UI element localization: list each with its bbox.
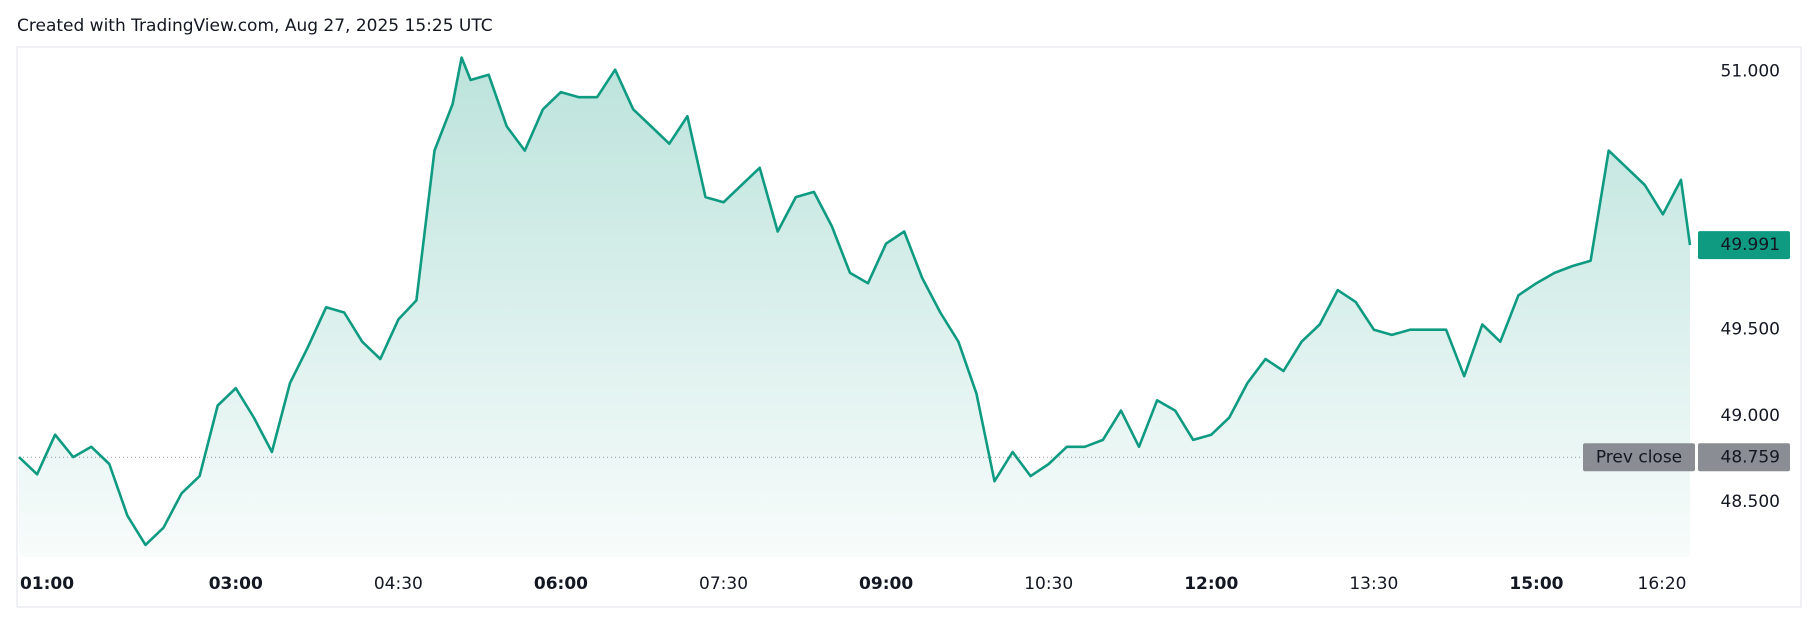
last-price-tag: [1698, 231, 1790, 260]
y-tick-label: 49.500: [1721, 320, 1780, 340]
frame: [16, 46, 1802, 608]
prev-close-value-tag: [1698, 443, 1790, 472]
price-line: [18, 56, 1692, 547]
y-tick-label: 48.500: [1721, 492, 1780, 512]
y-tick-label: 49.000: [1721, 406, 1780, 426]
x-tick-label: 07:30: [699, 574, 748, 594]
prev-close-value: 48.759: [1721, 447, 1780, 467]
x-tick-label: 10:30: [1024, 574, 1073, 594]
area: [19, 57, 1690, 557]
x-tick-label: 15:00: [1509, 574, 1563, 594]
x-tick-label: 09:00: [859, 574, 913, 594]
x-tick-label: 13:30: [1349, 574, 1398, 594]
x-tick-label: 12:00: [1184, 574, 1238, 594]
x-tick-label: 16:20: [1638, 574, 1687, 594]
last-price: 49.991: [1721, 235, 1780, 255]
y-tick-label: 51.000: [1721, 61, 1780, 81]
x-tick-label: 04:30: [374, 574, 423, 594]
x-tick-label: 06:00: [534, 574, 588, 594]
prev-close-tag: [1583, 443, 1695, 472]
prev-close-label: Prev close: [1596, 447, 1682, 467]
chart-title: Created with TradingView.com, Aug 27, 20…: [17, 16, 493, 36]
x-tick-label: 03:00: [209, 574, 263, 594]
x-tick-label: 01:00: [20, 574, 74, 594]
